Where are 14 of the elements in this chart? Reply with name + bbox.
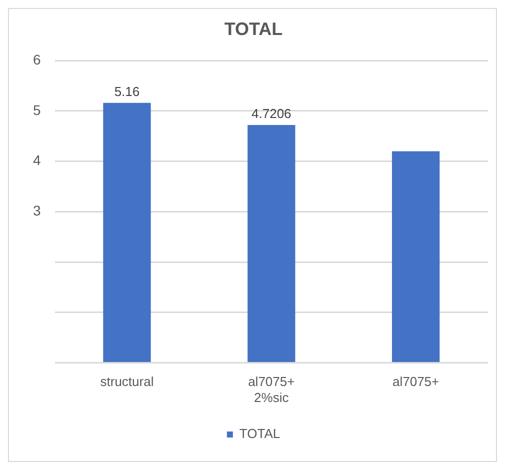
y-tick-label: 5 [32, 102, 41, 118]
legend-label: TOTAL [239, 426, 280, 442]
chart-title: TOTAL [224, 18, 283, 39]
y-tick-label: 3 [32, 202, 41, 219]
y-tick-label: 4 [32, 152, 41, 168]
bar [103, 102, 151, 362]
bar [392, 151, 440, 362]
data-label: 5.16 [114, 84, 140, 99]
bar [248, 125, 296, 362]
y-tick-label: 6 [32, 51, 41, 68]
x-tick-label: al7075+ 2%sic [248, 374, 295, 405]
x-tick-label: structural [100, 374, 154, 390]
x-tick-label: al7075+ [392, 374, 440, 390]
data-label: 4.7206 [252, 106, 292, 122]
